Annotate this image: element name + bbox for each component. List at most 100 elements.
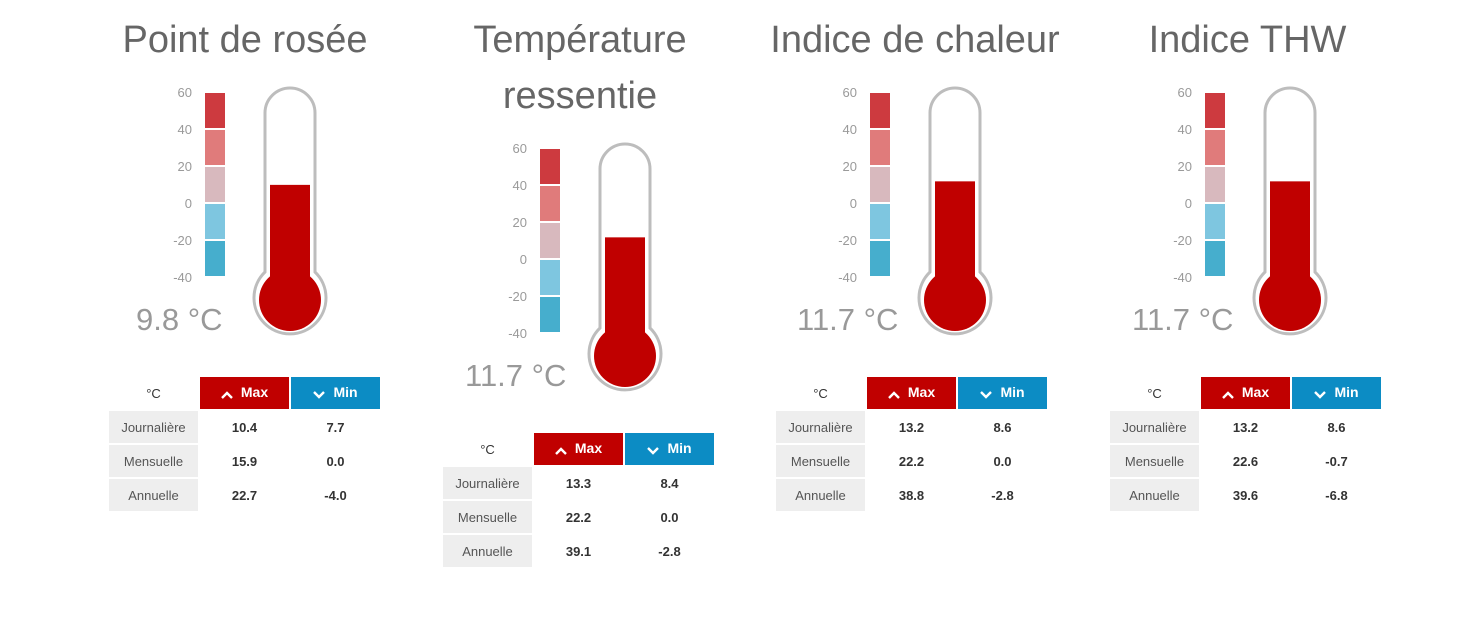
thermometer-block: 60 40 20 0 -20 -40 11.7 °C (1110, 80, 1410, 450)
scale-tick-label: 40 (178, 122, 192, 137)
scale-tick-label: 60 (178, 85, 192, 100)
scale-segment (540, 149, 560, 184)
min-value: 7.7 (326, 419, 345, 435)
scale-tick-label: -40 (838, 270, 857, 285)
scale-segment (1205, 241, 1225, 276)
scale-segment (540, 223, 560, 258)
min-value: 8.6 (993, 419, 1012, 435)
max-header[interactable]: Max (534, 433, 623, 465)
chevron-down-icon (647, 442, 660, 458)
panel-title: Indice de chaleur (770, 19, 1060, 61)
table-row: Mensuelle 22.6 -0.7 (1110, 445, 1381, 477)
stats-table: °C Max Min Journalière 10.4 7.7 Mensuelle 1… (107, 375, 382, 513)
panel-title: Point de rosée (122, 19, 368, 61)
stats-table: °C Max Min Journalière 13.2 8.6 Mensuelle 2… (1108, 375, 1383, 513)
scale-tick-label: 40 (843, 122, 857, 137)
unit-header: °C (813, 385, 828, 401)
min-header[interactable]: Min (958, 377, 1047, 409)
scale-segment (870, 167, 890, 202)
thermometer-block: 60 40 20 0 -20 -40 11.7 °C (775, 80, 1075, 450)
min-value: 0.0 (660, 509, 679, 525)
max-value: 10.4 (231, 419, 258, 435)
chevron-down-icon (313, 386, 326, 402)
stats-table: °C Max Min Journalière 13.3 8.4 Mensuelle 2… (441, 431, 716, 569)
scale-segment (1205, 130, 1225, 165)
scale-segment (205, 167, 225, 202)
scale-segment (205, 241, 225, 276)
unit-header: °C (1147, 385, 1162, 401)
scale-tick-label: -20 (173, 233, 192, 248)
max-header[interactable]: Max (200, 377, 289, 409)
scale-segment (205, 204, 225, 239)
row-label: Mensuelle (109, 445, 198, 477)
scale-segment (540, 186, 560, 221)
row-label: Journalière (1110, 411, 1199, 443)
mercury-bulb (924, 269, 986, 331)
scale-tick-label: -20 (1173, 233, 1192, 248)
table-row: Mensuelle 15.9 0.0 (109, 445, 380, 477)
max-value: 39.1 (565, 543, 592, 559)
thermometer-block: 60 40 20 0 -20 -40 11.7 °C (445, 136, 745, 506)
scale-tick-label: 60 (843, 85, 857, 100)
panel-title: Indice THW (1148, 19, 1347, 61)
scale-tick-label: 0 (185, 196, 192, 211)
mercury-bulb (259, 269, 321, 331)
thermometer-graphic: 60 40 20 0 -20 -40 (1173, 85, 1328, 336)
row-label: Journalière (109, 411, 198, 443)
table-row: Annuelle 39.6 -6.8 (1110, 479, 1381, 511)
stats-table: °C Max Min Journalière 13.2 8.6 Mensuelle 2… (774, 375, 1049, 513)
scale-segment (205, 93, 225, 128)
max-value: 39.6 (1232, 487, 1259, 503)
table-row: Journalière 13.2 8.6 (776, 411, 1047, 443)
scale-tick-label: 0 (520, 252, 527, 267)
row-label: Mensuelle (1110, 445, 1199, 477)
row-label: Journalière (776, 411, 865, 443)
scale-segment (540, 260, 560, 295)
scale-tick-label: 40 (513, 178, 527, 193)
chevron-up-icon (555, 442, 567, 458)
panel-title: Température ressentie (473, 19, 687, 117)
thermometer-graphic: 60 40 20 0 -20 -40 (838, 85, 993, 336)
table-row: Journalière 13.2 8.6 (1110, 411, 1381, 443)
scale-tick-label: -20 (838, 233, 857, 248)
max-value: 15.9 (231, 453, 258, 469)
table-row: Mensuelle 22.2 0.0 (776, 445, 1047, 477)
row-label: Annuelle (776, 479, 865, 511)
scale-tick-label: 60 (513, 141, 527, 156)
panel-dew-point: Point de rosée 60 40 20 0 -20 -40 9.8 °C °C M… (0, 0, 445, 622)
row-label: Journalière (443, 467, 532, 499)
mercury-bulb (1259, 269, 1321, 331)
table-row: Annuelle 38.8 -2.8 (776, 479, 1047, 511)
row-label: Annuelle (443, 535, 532, 567)
row-label: Mensuelle (776, 445, 865, 477)
table-row: Mensuelle 22.2 0.0 (443, 501, 714, 533)
table-row: Journalière 13.3 8.4 (443, 467, 714, 499)
chevron-down-icon (980, 386, 993, 402)
min-header[interactable]: Min (1292, 377, 1381, 409)
current-reading: 11.7 °C (1132, 302, 1234, 337)
current-reading: 11.7 °C (797, 302, 899, 337)
scale-tick-label: -20 (508, 289, 527, 304)
panel-feels-like: Température ressentie 60 40 20 0 -20 -40 11.7… (443, 0, 775, 622)
min-label: Min (1334, 384, 1359, 401)
min-header[interactable]: Min (625, 433, 714, 465)
scale-tick-label: -40 (508, 326, 527, 341)
unit-header: °C (146, 385, 161, 401)
scale-segment (1205, 93, 1225, 128)
mercury-bulb (594, 325, 656, 387)
scale-tick-label: 20 (843, 159, 857, 174)
scale-tick-label: 0 (1185, 196, 1192, 211)
row-label: Annuelle (1110, 479, 1199, 511)
min-header[interactable]: Min (291, 377, 380, 409)
min-value: 8.4 (660, 475, 679, 491)
max-header[interactable]: Max (1201, 377, 1290, 409)
scale-tick-label: 20 (178, 159, 192, 174)
thermometer-graphic: 60 40 20 0 -20 -40 (173, 85, 328, 336)
max-value: 13.2 (898, 419, 925, 435)
max-header[interactable]: Max (867, 377, 956, 409)
min-label: Min (1000, 384, 1025, 401)
scale-tick-label: -40 (173, 270, 192, 285)
thermometer-block: 60 40 20 0 -20 -40 9.8 °C (110, 80, 410, 450)
max-label: Max (240, 384, 269, 401)
chevron-up-icon (888, 386, 900, 402)
